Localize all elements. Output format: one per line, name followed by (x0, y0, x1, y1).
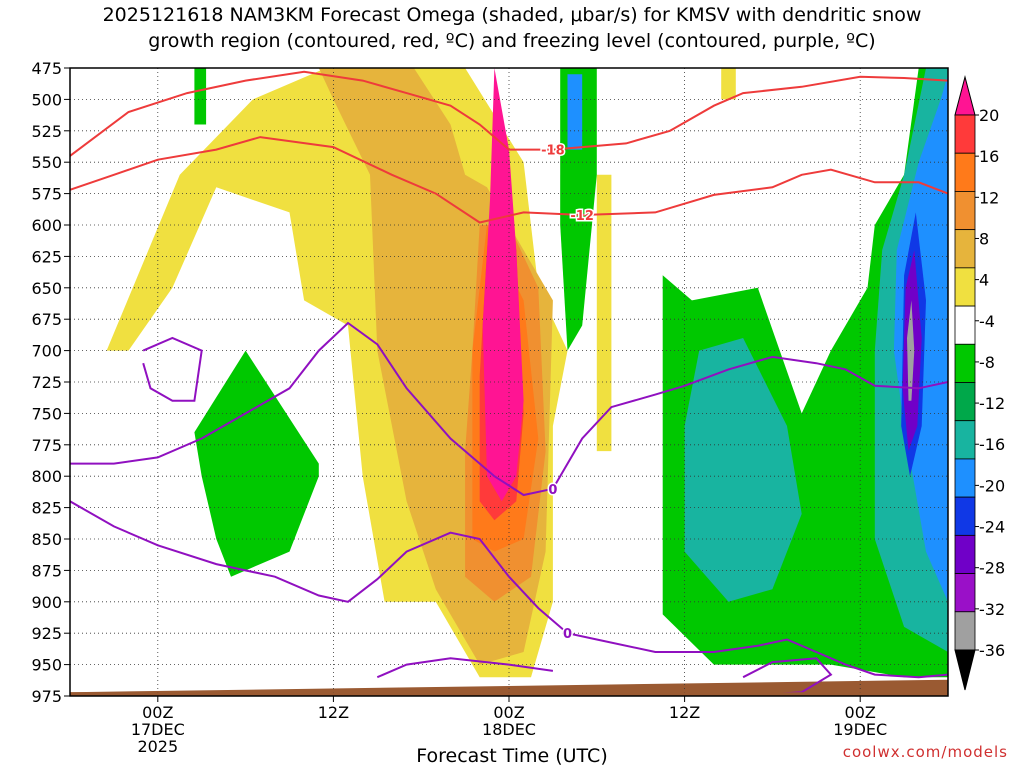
colorbar-label: -4 (979, 312, 995, 331)
colorbar-band (954, 382, 976, 422)
grid-lines (70, 67, 948, 697)
colorbar-band (954, 534, 976, 574)
y-tick-label: 500 (31, 90, 62, 109)
y-tick-label: 475 (31, 59, 62, 78)
colorbar-band (954, 191, 976, 231)
colorbar-label: 16 (979, 147, 999, 166)
y-tick-label: 875 (31, 561, 62, 580)
y-tick-label: 775 (31, 436, 62, 455)
colorbar-band (954, 343, 976, 383)
colorbar-arrow-top (954, 75, 976, 116)
y-tick-label: 700 (31, 342, 62, 361)
y-tick-label: 575 (31, 185, 62, 204)
credit-text: coolwx.com/models (842, 743, 1008, 761)
colorbar-label: -32 (979, 600, 1005, 619)
dgz-contour (70, 136, 948, 224)
x-tick-label: 2025 (137, 737, 178, 756)
colorbar-band (954, 229, 976, 269)
colorbar-arrow-bottom (954, 649, 976, 691)
x-axis-label: Forecast Time (UTC) (416, 745, 608, 767)
freezing-level-contour-label: 0 (563, 627, 572, 642)
colorbar-band (954, 496, 976, 536)
colorbar-label: -8 (979, 353, 995, 372)
y-tick-label: 800 (31, 467, 62, 486)
freezing-level-contour (376, 657, 554, 679)
y-tick-label: 950 (31, 656, 62, 675)
omega-region (194, 350, 319, 577)
y-tick-label: 625 (31, 247, 62, 266)
y-tick-label: 650 (31, 279, 62, 298)
y-tick-label: 900 (31, 593, 62, 612)
colorbar-band (954, 611, 976, 651)
colorbar: 20 16 12 8 4 -4 -8 -12 -16 -20 -24 -28 -32 -36 (954, 75, 1005, 691)
y-tick-label: 725 (31, 373, 62, 392)
ground-surface (70, 692, 948, 696)
freezing-level-contour (142, 336, 203, 402)
colorbar-label: 12 (979, 188, 999, 207)
colorbar-label: -12 (979, 394, 1005, 413)
dgz-contour (70, 70, 948, 157)
x-tick-label: 18DEC (482, 720, 536, 739)
colorbar-band (954, 152, 976, 192)
freezing-level-contour-label: 0 (548, 483, 557, 498)
colorbar-band (954, 420, 976, 460)
y-tick-label: 600 (31, 216, 62, 235)
colorbar-label: 20 (979, 106, 999, 125)
y-tick-label: 850 (31, 530, 62, 549)
x-tick-label: 12Z (669, 703, 700, 722)
x-tick-label: 12Z (318, 703, 349, 722)
colorbar-band (954, 114, 976, 154)
colorbar-band (954, 458, 976, 498)
dgz-contour-label: -18 (541, 144, 565, 159)
y-tick-label: 825 (31, 499, 62, 518)
freezing-level-contour (70, 321, 948, 497)
colorbar-band (954, 573, 976, 613)
x-tick-label: 19DEC (833, 720, 887, 739)
y-tick-label: 675 (31, 310, 62, 329)
x-tick-label: 00Z (142, 703, 173, 722)
omega-region (684, 338, 802, 602)
chart-title-line1: 2025121618 NAM3KM Forecast Omega (shaded… (102, 4, 922, 26)
x-tick-label: 00Z (493, 703, 524, 722)
y-tick-label: 525 (31, 122, 62, 141)
omega-region (482, 68, 524, 502)
colorbar-label: -20 (979, 476, 1005, 495)
pressure-axis: 475 500 525 550 575 600 625 650 675 700 725 750 775 8… (31, 59, 70, 706)
y-tick-label: 975 (31, 687, 62, 706)
chart-title-line2: growth region (contoured, red, ºC) and f… (148, 30, 876, 52)
y-tick-label: 925 (31, 624, 62, 643)
colorbar-label: 4 (979, 271, 989, 290)
colorbar-label: 8 (979, 229, 989, 248)
colorbar-label: -16 (979, 435, 1005, 454)
y-tick-label: 550 (31, 153, 62, 172)
omega-region (596, 174, 612, 452)
colorbar-label: -36 (979, 641, 1005, 660)
contour-lines: -18 -12 0 0 (70, 70, 948, 696)
freezing-level-contour (70, 500, 948, 679)
colorbar-label: -28 (979, 559, 1005, 578)
colorbar-label: -24 (979, 518, 1005, 537)
ground-slope (70, 679, 948, 696)
x-tick-label: 00Z (845, 703, 876, 722)
omega-region (194, 68, 207, 125)
y-tick-label: 750 (31, 404, 62, 423)
omega-region (721, 68, 736, 100)
omega-region (567, 74, 583, 150)
colorbar-band (954, 305, 976, 345)
dgz-contour-label: -12 (570, 209, 594, 224)
colorbar-band (954, 267, 976, 307)
omega-shading (70, 68, 948, 696)
x-tick-label: 17DEC (131, 720, 185, 739)
